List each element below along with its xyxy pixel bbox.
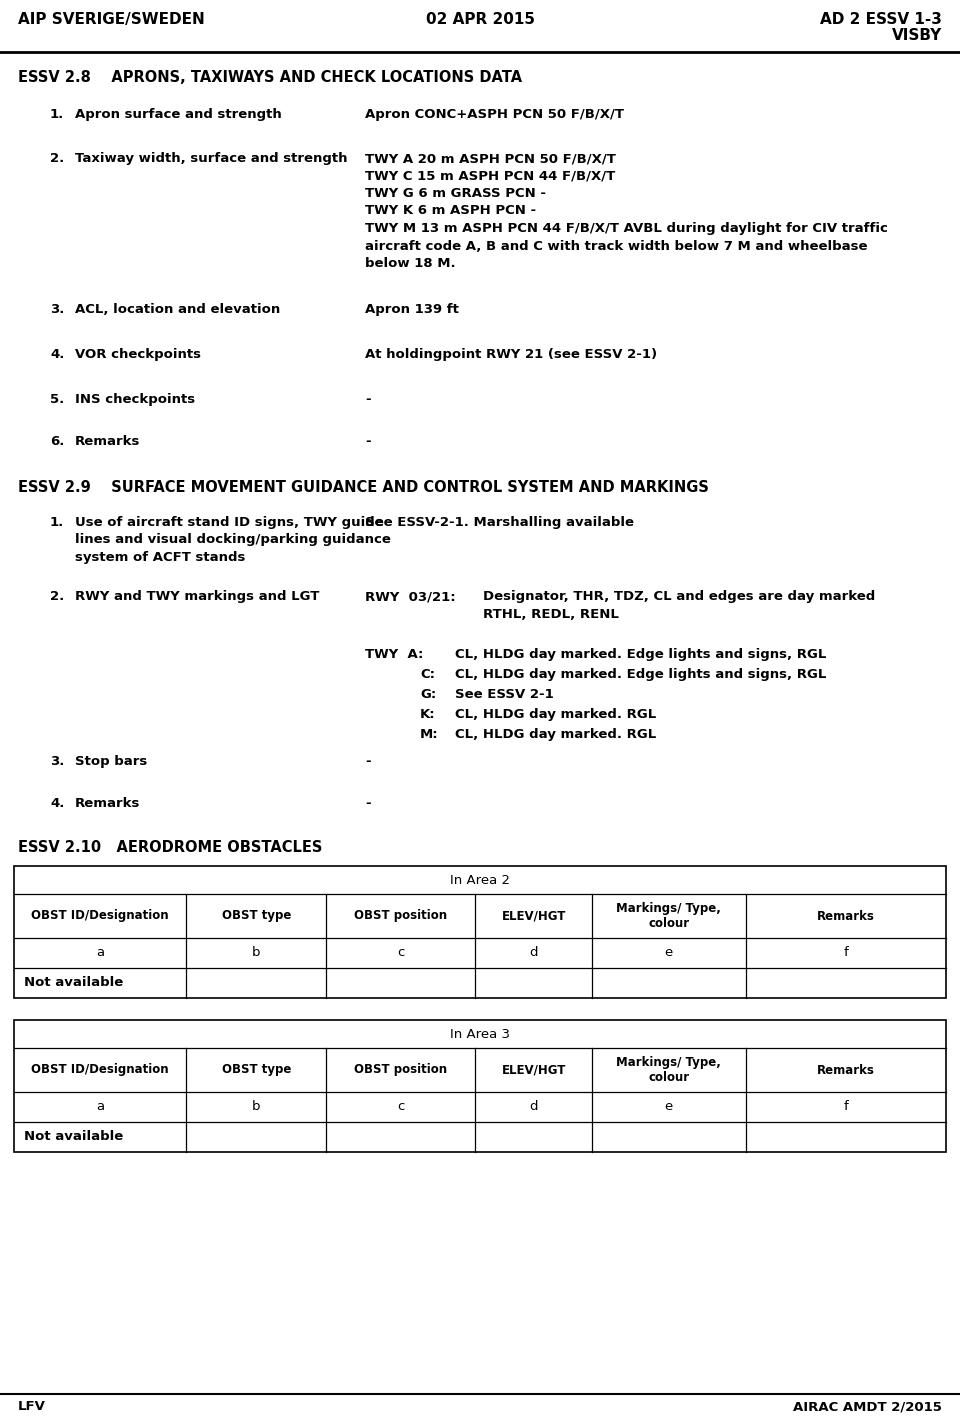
Text: ELEV/HGT: ELEV/HGT xyxy=(501,1064,565,1077)
Text: -: - xyxy=(365,797,371,810)
Text: See ESSV-2-1. Marshalling available: See ESSV-2-1. Marshalling available xyxy=(365,516,634,529)
Text: c: c xyxy=(397,1101,404,1114)
Text: Designator, THR, TDZ, CL and edges are day marked
RTHL, REDL, RENL: Designator, THR, TDZ, CL and edges are d… xyxy=(483,590,876,620)
Text: AIRAC AMDT 2/2015: AIRAC AMDT 2/2015 xyxy=(793,1400,942,1413)
Text: At holdingpoint RWY 21 (see ESSV 2-1): At holdingpoint RWY 21 (see ESSV 2-1) xyxy=(365,348,658,361)
Text: a: a xyxy=(96,947,105,960)
Text: TWY  A:: TWY A: xyxy=(365,647,423,662)
Text: G:: G: xyxy=(420,687,436,702)
Text: CL, HLDG day marked. Edge lights and signs, RGL: CL, HLDG day marked. Edge lights and sig… xyxy=(455,667,827,682)
Text: 4.: 4. xyxy=(50,348,64,361)
Text: e: e xyxy=(664,947,673,960)
Text: f: f xyxy=(844,947,849,960)
Text: OBST type: OBST type xyxy=(222,1064,291,1077)
Text: c: c xyxy=(397,947,404,960)
Text: OBST position: OBST position xyxy=(354,1064,447,1077)
Text: d: d xyxy=(529,1101,538,1114)
Text: In Area 3: In Area 3 xyxy=(450,1028,510,1041)
Text: 3.: 3. xyxy=(50,754,64,769)
Text: TWY A 20 m ASPH PCN 50 F/B/X/T
TWY C 15 m ASPH PCN 44 F/B/X/T
TWY G 6 m GRASS PC: TWY A 20 m ASPH PCN 50 F/B/X/T TWY C 15 … xyxy=(365,153,888,270)
Text: CL, HLDG day marked. RGL: CL, HLDG day marked. RGL xyxy=(455,707,657,722)
Text: a: a xyxy=(96,1101,105,1114)
Text: Not available: Not available xyxy=(24,1131,123,1144)
Text: Apron surface and strength: Apron surface and strength xyxy=(75,108,281,121)
Text: 1.: 1. xyxy=(50,108,64,121)
Text: RWY  03/21:: RWY 03/21: xyxy=(365,590,456,603)
Text: AIP SVERIGE/SWEDEN: AIP SVERIGE/SWEDEN xyxy=(18,11,204,27)
Text: Remarks: Remarks xyxy=(75,797,140,810)
Text: OBST ID/Designation: OBST ID/Designation xyxy=(32,910,169,923)
Text: d: d xyxy=(529,947,538,960)
Text: e: e xyxy=(664,1101,673,1114)
Text: Taxiway width, surface and strength: Taxiway width, surface and strength xyxy=(75,153,348,165)
Text: RWY and TWY markings and LGT: RWY and TWY markings and LGT xyxy=(75,590,320,603)
Text: CL, HLDG day marked. Edge lights and signs, RGL: CL, HLDG day marked. Edge lights and sig… xyxy=(455,647,827,662)
Text: ACL, location and elevation: ACL, location and elevation xyxy=(75,302,280,317)
Text: INS checkpoints: INS checkpoints xyxy=(75,394,195,406)
Text: 02 APR 2015: 02 APR 2015 xyxy=(425,11,535,27)
Text: -: - xyxy=(365,754,371,769)
Text: M:: M: xyxy=(420,729,439,742)
Text: Markings/ Type,
colour: Markings/ Type, colour xyxy=(616,903,721,930)
Bar xyxy=(14,866,946,998)
Text: Apron 139 ft: Apron 139 ft xyxy=(365,302,459,317)
Text: VOR checkpoints: VOR checkpoints xyxy=(75,348,201,361)
Text: In Area 2: In Area 2 xyxy=(450,874,510,887)
Text: ESSV 2.9    SURFACE MOVEMENT GUIDANCE AND CONTROL SYSTEM AND MARKINGS: ESSV 2.9 SURFACE MOVEMENT GUIDANCE AND C… xyxy=(18,481,708,495)
Text: AD 2 ESSV 1-3: AD 2 ESSV 1-3 xyxy=(820,11,942,27)
Text: C:: C: xyxy=(420,667,435,682)
Bar xyxy=(14,1020,946,1152)
Text: 1.: 1. xyxy=(50,516,64,529)
Text: ESSV 2.8    APRONS, TAXIWAYS AND CHECK LOCATIONS DATA: ESSV 2.8 APRONS, TAXIWAYS AND CHECK LOCA… xyxy=(18,70,522,86)
Text: Remarks: Remarks xyxy=(75,435,140,448)
Text: Use of aircraft stand ID signs, TWY guide
lines and visual docking/parking guida: Use of aircraft stand ID signs, TWY guid… xyxy=(75,516,391,565)
Text: OBST position: OBST position xyxy=(354,910,447,923)
Text: -: - xyxy=(365,394,371,406)
Text: K:: K: xyxy=(420,707,436,722)
Text: 5.: 5. xyxy=(50,394,64,406)
Text: OBST ID/Designation: OBST ID/Designation xyxy=(32,1064,169,1077)
Text: b: b xyxy=(252,1101,260,1114)
Text: Markings/ Type,
colour: Markings/ Type, colour xyxy=(616,1057,721,1084)
Text: OBST type: OBST type xyxy=(222,910,291,923)
Text: 4.: 4. xyxy=(50,797,64,810)
Text: 2.: 2. xyxy=(50,153,64,165)
Text: Remarks: Remarks xyxy=(817,910,875,923)
Text: Not available: Not available xyxy=(24,977,123,990)
Text: See ESSV 2-1: See ESSV 2-1 xyxy=(455,687,554,702)
Text: Apron CONC+ASPH PCN 50 F/B/X/T: Apron CONC+ASPH PCN 50 F/B/X/T xyxy=(365,108,624,121)
Text: LFV: LFV xyxy=(18,1400,46,1413)
Text: CL, HLDG day marked. RGL: CL, HLDG day marked. RGL xyxy=(455,729,657,742)
Text: Stop bars: Stop bars xyxy=(75,754,147,769)
Text: b: b xyxy=(252,947,260,960)
Text: ELEV/HGT: ELEV/HGT xyxy=(501,910,565,923)
Text: 6.: 6. xyxy=(50,435,64,448)
Text: -: - xyxy=(365,435,371,448)
Text: 3.: 3. xyxy=(50,302,64,317)
Text: VISBY: VISBY xyxy=(892,29,942,43)
Text: Remarks: Remarks xyxy=(817,1064,875,1077)
Text: f: f xyxy=(844,1101,849,1114)
Text: ESSV 2.10   AERODROME OBSTACLES: ESSV 2.10 AERODROME OBSTACLES xyxy=(18,840,323,856)
Text: 2.: 2. xyxy=(50,590,64,603)
